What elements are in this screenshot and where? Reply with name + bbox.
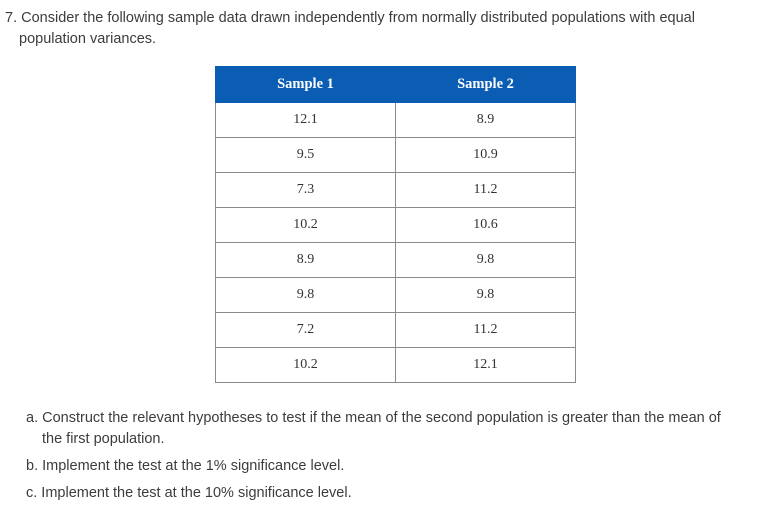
header-sample-1: Sample 1 (215, 66, 396, 103)
cell-sample-2: 11.2 (395, 172, 576, 208)
cell-sample-2: 9.8 (395, 242, 576, 278)
sample-data-table: Sample 1 Sample 2 12.1 8.9 9.5 10.9 7.3 … (215, 66, 576, 383)
part-c: c. Implement the test at the 10% signifi… (26, 485, 352, 501)
cell-sample-1: 8.9 (215, 242, 396, 278)
cell-sample-2: 11.2 (395, 312, 576, 348)
table-row: 12.1 8.9 (215, 102, 576, 138)
table-row: 9.8 9.8 (215, 277, 576, 313)
question-parts: a. Construct the relevant hypotheses to … (26, 408, 776, 510)
cell-sample-1: 7.3 (215, 172, 396, 208)
cell-sample-2: 10.9 (395, 137, 576, 173)
cell-sample-1: 10.2 (215, 207, 396, 243)
cell-sample-1: 9.8 (215, 277, 396, 313)
part-a-line-2: the first population. (42, 431, 165, 447)
table-row: 10.2 10.6 (215, 207, 576, 243)
cell-sample-1: 10.2 (215, 347, 396, 383)
table-row: 10.2 12.1 (215, 347, 576, 383)
question-line-1: 7. Consider the following sample data dr… (5, 10, 695, 26)
cell-sample-1: 9.5 (215, 137, 396, 173)
cell-sample-1: 7.2 (215, 312, 396, 348)
part-a-line-1: a. Construct the relevant hypotheses to … (26, 410, 721, 426)
table-row: 7.2 11.2 (215, 312, 576, 348)
table-header-row: Sample 1 Sample 2 (215, 66, 576, 103)
table-row: 9.5 10.9 (215, 137, 576, 173)
cell-sample-2: 9.8 (395, 277, 576, 313)
cell-sample-2: 8.9 (395, 102, 576, 138)
cell-sample-2: 12.1 (395, 347, 576, 383)
part-b: b. Implement the test at the 1% signific… (26, 458, 345, 474)
header-sample-2: Sample 2 (395, 66, 576, 103)
table-row: 7.3 11.2 (215, 172, 576, 208)
part-a: a. Construct the relevant hypotheses to … (26, 408, 776, 450)
question-text: 7. Consider the following sample data dr… (5, 8, 765, 50)
cell-sample-2: 10.6 (395, 207, 576, 243)
cell-sample-1: 12.1 (215, 102, 396, 138)
table-row: 8.9 9.8 (215, 242, 576, 278)
question-line-2: population variances. (19, 31, 157, 47)
